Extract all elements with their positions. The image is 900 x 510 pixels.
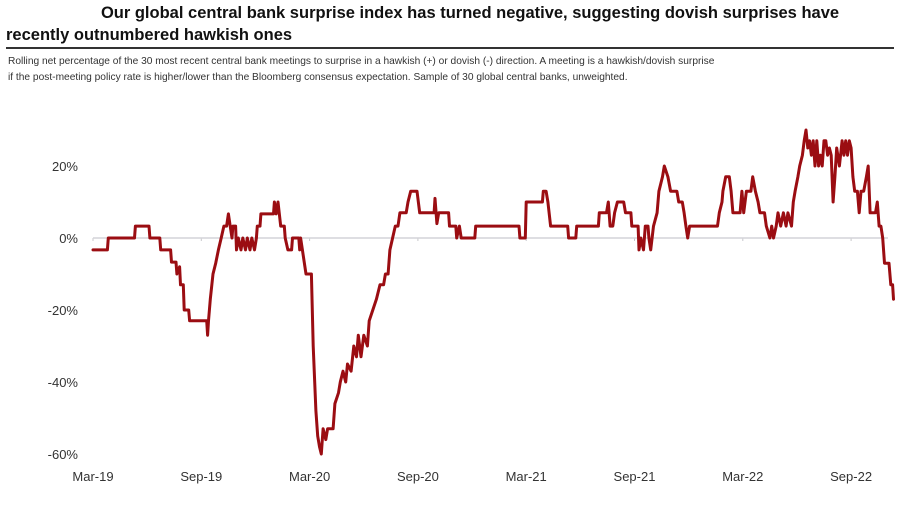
series-group xyxy=(91,128,895,456)
y-tick-label: 20% xyxy=(52,159,78,174)
x-tick-label: Sep-20 xyxy=(397,469,439,484)
x-axis: Mar-19 Sep-19 Mar-20 Sep-20 Mar-21 Sep-21 Mar-… xyxy=(72,238,872,484)
y-tick-label: -40% xyxy=(48,375,79,390)
x-tick-label: Mar-21 xyxy=(506,469,547,484)
chart-title-line-2: recently outnumbered hawkish ones xyxy=(6,26,293,44)
x-tick-label: Mar-22 xyxy=(722,469,763,484)
x-tick-label: Mar-19 xyxy=(72,469,113,484)
y-tick-label: -20% xyxy=(48,303,79,318)
x-tick-label: Sep-19 xyxy=(180,469,222,484)
x-tick-label: Sep-21 xyxy=(614,469,656,484)
chart-subtitle-line-2: if the post-meeting policy rate is highe… xyxy=(8,72,628,83)
series-line xyxy=(91,128,895,456)
y-tick-label: 0% xyxy=(59,231,78,246)
chart-subtitle: Rolling net percentage of the 30 most re… xyxy=(8,54,898,86)
chart-title: Our global central bank surprise index h… xyxy=(0,2,900,46)
x-tick-label: Mar-20 xyxy=(289,469,330,484)
x-tick-label: Sep-22 xyxy=(830,469,872,484)
y-tick-label: -60% xyxy=(48,447,79,462)
title-divider xyxy=(6,47,894,49)
y-axis: 20% 0% -20% -40% -60% xyxy=(48,159,79,462)
chart-subtitle-line-1: Rolling net percentage of the 30 most re… xyxy=(8,56,715,67)
chart-title-line-1: Our global central bank surprise index h… xyxy=(100,4,840,22)
